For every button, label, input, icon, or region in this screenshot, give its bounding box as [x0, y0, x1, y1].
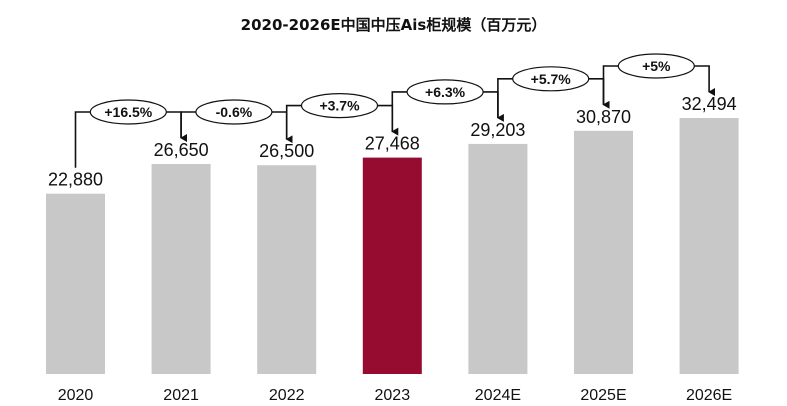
growth-badge-2	[195, 99, 273, 125]
growth-label-5: +5.7%	[531, 71, 572, 87]
bar-2020	[46, 193, 105, 374]
bar-2026E	[679, 118, 739, 374]
value-label-2026E: 32,494	[682, 94, 737, 114]
bar-2024E	[468, 143, 528, 374]
tick-label-2026E: 2026E	[686, 387, 732, 404]
bar-2021	[151, 164, 211, 374]
growth-badge-5	[512, 66, 590, 92]
growth-badge-3	[300, 92, 379, 119]
value-label-2025E: 30,870	[576, 107, 631, 127]
value-label-2023: 27,468	[365, 134, 420, 154]
growth-label-2: -0.6%	[216, 104, 253, 120]
growth-badge-4	[406, 79, 484, 105]
growth-label-4: +6.3%	[425, 84, 466, 100]
tick-label-2025E: 2025E	[580, 387, 626, 404]
tick-label-2020: 2020	[58, 387, 94, 404]
chart-title: 2020-2026E中国中压Ais柜规模（百万元）	[240, 16, 547, 34]
growth-badge-6	[617, 53, 695, 79]
growth-label-1: +16.5%	[104, 104, 152, 120]
value-label-2024E: 29,203	[470, 120, 525, 140]
bar-2023	[362, 157, 422, 374]
value-label-2022: 26,500	[259, 141, 314, 161]
value-label-2021: 26,650	[154, 140, 209, 160]
bar-2025E	[574, 130, 633, 374]
growth-label-6: +5%	[642, 58, 671, 74]
tick-label-2021: 2021	[163, 387, 199, 404]
bar-2022	[257, 165, 317, 374]
value-label-2020: 22,880	[48, 170, 103, 190]
tick-label-2023: 2023	[375, 387, 411, 404]
tick-label-2024E: 2024E	[475, 387, 521, 404]
growth-label-3: +3.7%	[319, 98, 360, 114]
tick-label-2022: 2022	[269, 387, 305, 404]
growth-badge-1	[89, 99, 167, 125]
